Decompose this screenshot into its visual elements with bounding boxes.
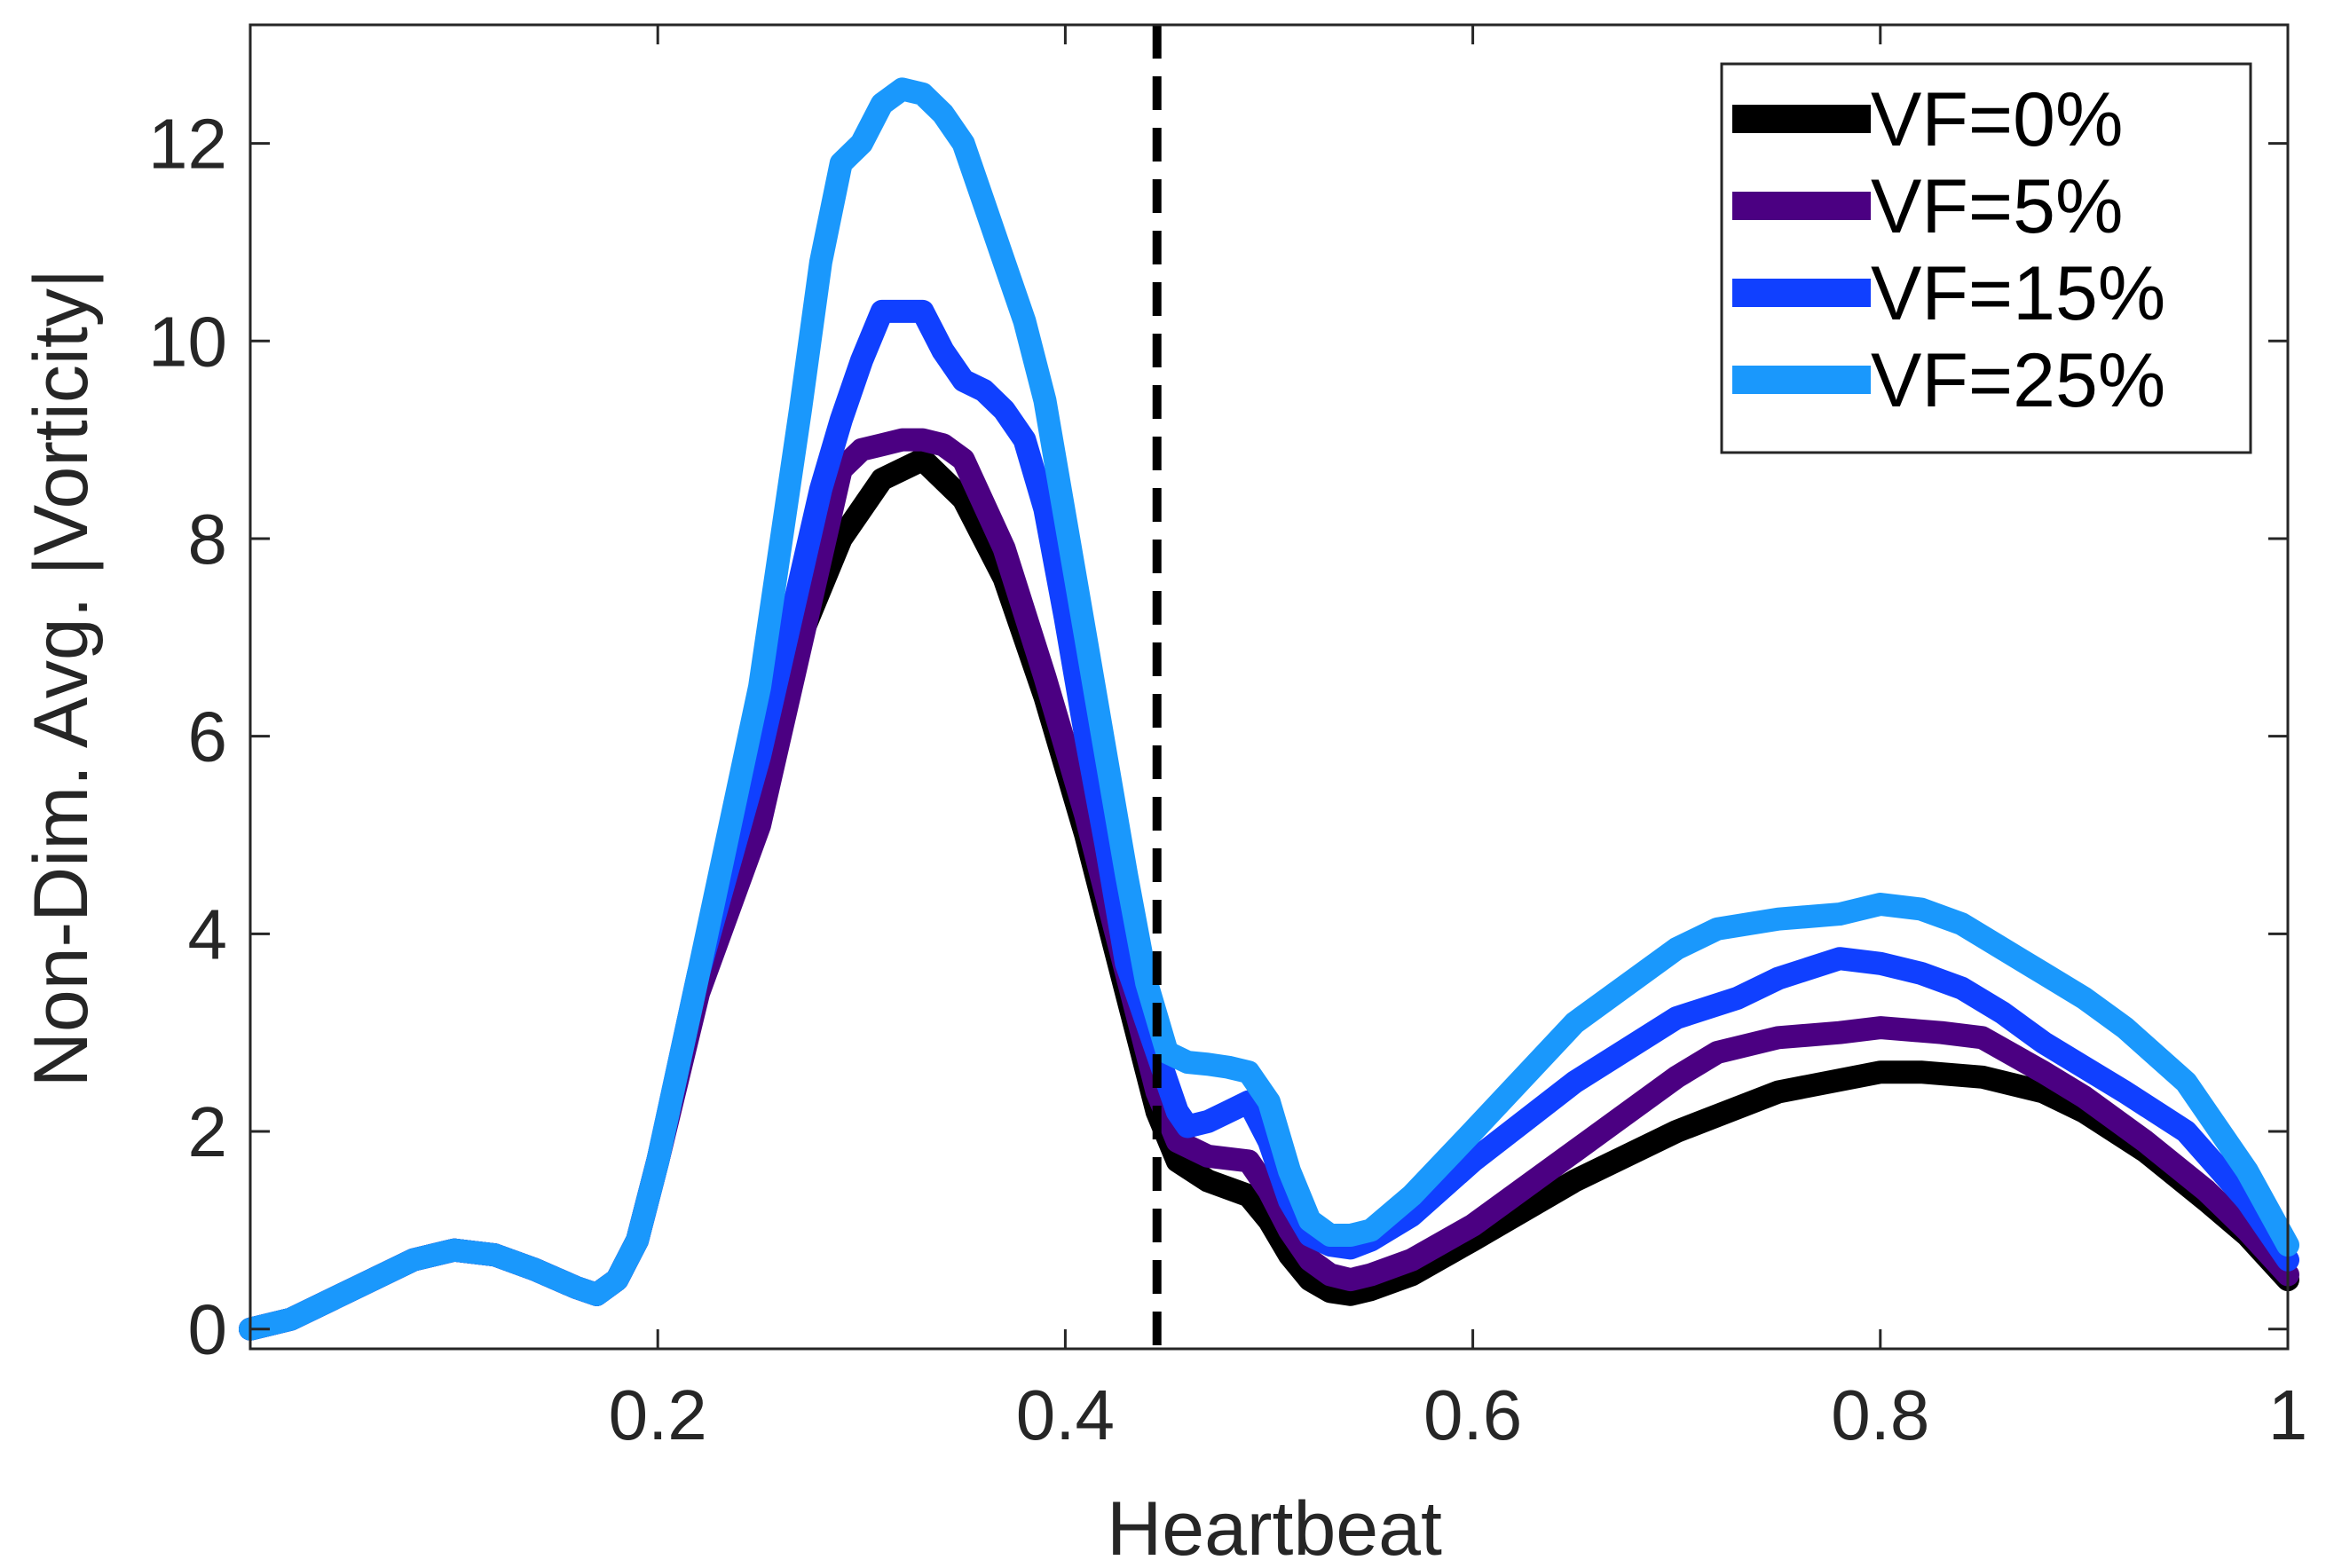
legend: VF=0%VF=5%VF=15%VF=25% <box>1720 62 2252 454</box>
y-tick-label: 12 <box>148 105 227 184</box>
y-tick-label: 0 <box>188 1290 228 1369</box>
legend-label-0: VF=0% <box>1871 77 2123 162</box>
y-tick-label: 8 <box>188 500 228 579</box>
legend-label-1: VF=5% <box>1871 164 2123 249</box>
series-line-2 <box>239 299 2299 1341</box>
legend-label-3: VF=25% <box>1871 338 2165 423</box>
x-tick-label: 0.6 <box>1423 1375 1522 1454</box>
x-tick-label: 0.2 <box>609 1375 707 1454</box>
y-tick-label: 2 <box>188 1092 228 1171</box>
x-tick-label: 0.4 <box>1016 1375 1115 1454</box>
y-tick-label: 6 <box>188 697 228 776</box>
series-line-1 <box>239 428 2299 1341</box>
x-tick-label: 1 <box>2268 1375 2308 1454</box>
axes-frame <box>248 23 2290 1351</box>
series-line-3 <box>239 77 2299 1341</box>
y-tick-label: 10 <box>148 302 227 381</box>
plot-area <box>239 25 2299 1349</box>
y-axis-label: Non-Dim. Avg. |Vorticity| <box>19 269 104 1087</box>
y-tick-label: 4 <box>188 894 228 973</box>
x-tick-label: 0.8 <box>1831 1375 1929 1454</box>
x-axis-label: Heartbeat <box>1107 1486 1442 1568</box>
legend-label-2: VF=15% <box>1871 251 2165 336</box>
